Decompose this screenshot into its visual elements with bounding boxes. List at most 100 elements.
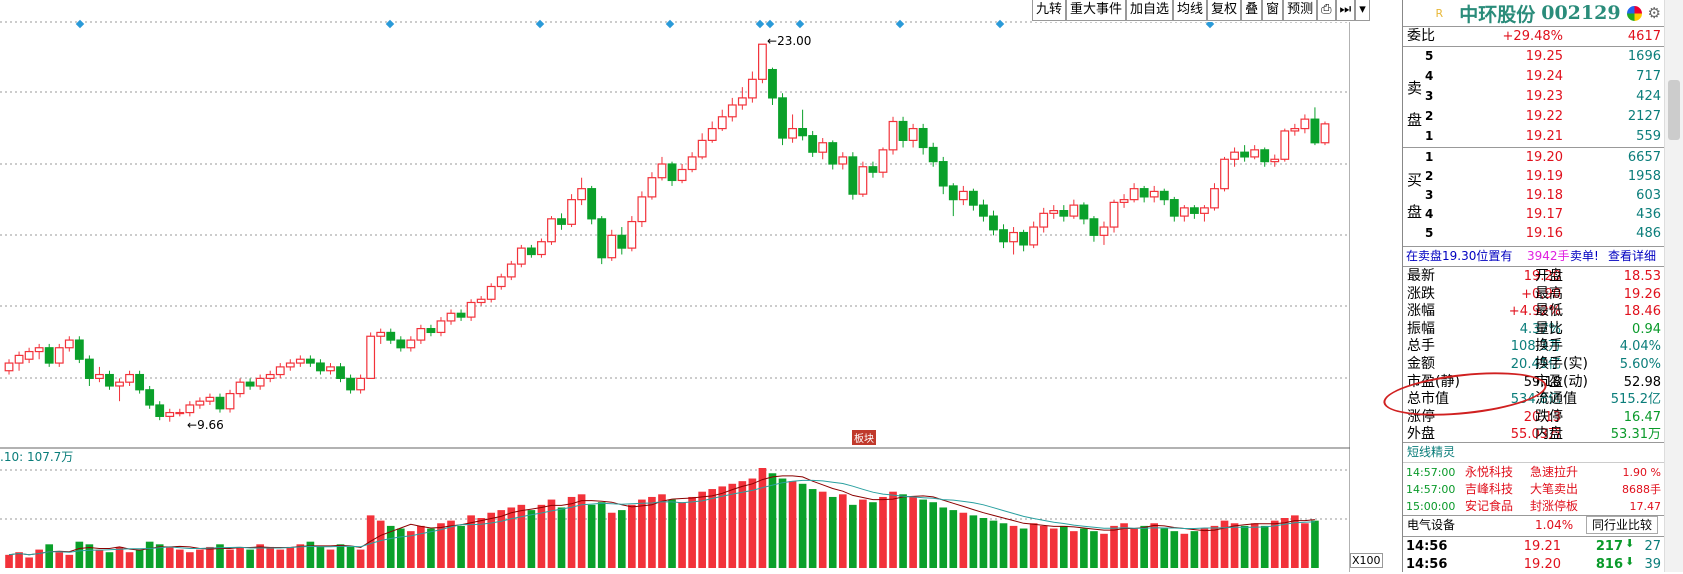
industry-compare-button[interactable]: 同行业比较 <box>1586 516 1659 534</box>
candle-body <box>928 146 938 163</box>
toolbar-overlay[interactable]: 叠 <box>1241 0 1263 21</box>
toolbar-forecast[interactable]: 预测 <box>1283 0 1318 21</box>
candle-body <box>74 339 84 360</box>
event-marker-icon[interactable] <box>795 19 805 29</box>
quote-value: 59.18 <box>1523 374 1561 390</box>
big-order-notice[interactable]: 在卖盘19.30位置有 3942手 卖单! 查看详细 <box>1403 247 1665 266</box>
volume-bar <box>939 507 948 568</box>
volume-bar <box>336 544 345 568</box>
event-marker-icon[interactable] <box>995 19 1005 29</box>
event-marker-icon[interactable] <box>765 19 775 29</box>
candle-body <box>968 190 978 206</box>
volume-bar <box>1260 525 1269 568</box>
candle-body <box>1210 188 1219 209</box>
volume-bar <box>15 552 23 568</box>
candle-body <box>1250 149 1260 158</box>
volume-bar <box>427 528 435 568</box>
buy-price: 19.19 <box>1525 169 1563 184</box>
r-badge: R <box>1435 6 1444 20</box>
quote-row: 外盘 55.03万 内盘 53.31万 <box>1403 425 1665 444</box>
buy-level: 1 <box>1425 150 1434 164</box>
tick-price: 19.20 <box>1523 557 1561 572</box>
quote-label: 量比 <box>1535 320 1563 337</box>
volume-bar <box>708 489 717 568</box>
down-arrow-icon: ⬇ <box>1625 537 1635 550</box>
quote-value: 4.04% <box>1619 339 1661 355</box>
high-price-label: ←23.00 <box>767 34 812 48</box>
quote-value: +4.92% <box>1508 304 1561 320</box>
volume-bar <box>175 549 184 568</box>
volume-bar <box>969 515 978 568</box>
event-marker-icon[interactable] <box>665 19 675 29</box>
candle-body <box>938 161 948 187</box>
candle-body <box>255 377 265 387</box>
scrollbar[interactable] <box>1664 0 1683 572</box>
play-end-icon[interactable]: ⏭ <box>1335 0 1356 21</box>
event-marker-icon[interactable] <box>755 19 765 29</box>
quote-label: 最低 <box>1535 303 1563 320</box>
volume-bar <box>758 468 767 568</box>
volume-bar <box>768 473 777 568</box>
kline-chart[interactable]: 24.1420.5517.5014.9112.6910.813085815429 <box>0 0 1350 572</box>
candle-body <box>44 347 54 364</box>
candle-body <box>587 188 597 220</box>
event-marker-icon[interactable] <box>895 19 905 29</box>
toolbar-moving-average[interactable]: 均线 <box>1173 0 1208 21</box>
candle-body <box>1049 210 1059 214</box>
candle-body <box>537 241 546 256</box>
toolbar-jiuzhuan[interactable]: 九转 <box>1032 0 1067 21</box>
candle-body <box>1189 207 1199 214</box>
candle-body <box>948 185 958 201</box>
toolbar-adjust[interactable]: 复权 <box>1207 0 1242 21</box>
toolbar-major-events[interactable]: 重大事件 <box>1066 0 1127 21</box>
candle-body <box>577 188 587 201</box>
volume-bar <box>859 499 867 568</box>
gear-icon[interactable]: ⚙ <box>1647 4 1661 22</box>
color-wheel-icon[interactable] <box>1626 5 1642 21</box>
quote-value: 5.60% <box>1619 357 1661 372</box>
volume-bar <box>889 491 897 568</box>
candle-body <box>868 166 878 173</box>
elf-event: 封涨停板 <box>1530 499 1579 513</box>
candle-body <box>376 331 386 337</box>
volume-bar <box>748 478 757 568</box>
candle-body <box>627 220 637 249</box>
volume-bar <box>1280 518 1289 568</box>
quote-value: 515.2亿 <box>1610 392 1661 408</box>
toolbar-add-watchlist[interactable]: 加自选 <box>1126 0 1174 21</box>
quote-label: 涨停 <box>1407 408 1435 425</box>
event-marker-icon[interactable] <box>75 19 85 29</box>
quote-value: 19.20 <box>1523 269 1561 284</box>
volume-bar <box>949 510 958 568</box>
low-price-label: ←9.66 <box>187 418 224 432</box>
candle-body <box>717 116 727 130</box>
stock-name: 中环股份 <box>1459 3 1536 26</box>
volume-bar <box>1070 531 1078 568</box>
volume-bar <box>668 499 676 568</box>
volume-bar <box>65 554 74 568</box>
candle-body <box>1129 188 1139 201</box>
lock-icon[interactable]: ⎙ <box>1317 0 1336 21</box>
volume-bar <box>698 491 706 568</box>
sector-badge[interactable]: 板块 <box>852 430 876 445</box>
volume-bar <box>919 499 927 568</box>
notice-prefix: 在卖盘19.30位置有 <box>1406 249 1513 263</box>
toolbar-window[interactable]: 窗 <box>1262 0 1284 21</box>
candle-body <box>456 312 466 318</box>
quote-label: 总市值 <box>1407 391 1449 408</box>
candle-body <box>225 392 235 410</box>
event-marker-icon[interactable] <box>535 19 545 29</box>
candle-body <box>1079 204 1089 220</box>
dropdown-arrow-icon[interactable]: ▾ <box>1355 0 1370 21</box>
candle-body <box>135 373 145 391</box>
buy-row: 1 19.20 6657 <box>1403 148 1665 167</box>
elf-time: 14:57:00 <box>1406 466 1456 479</box>
volume-bar <box>537 504 546 568</box>
candle-body <box>1310 118 1320 144</box>
volume-bar <box>597 502 606 568</box>
candle-body <box>175 411 185 415</box>
event-marker-icon[interactable] <box>385 19 395 29</box>
volume-bar <box>296 544 305 568</box>
view-detail-link[interactable]: 查看详细 <box>1608 249 1657 263</box>
candle-body <box>285 362 295 368</box>
